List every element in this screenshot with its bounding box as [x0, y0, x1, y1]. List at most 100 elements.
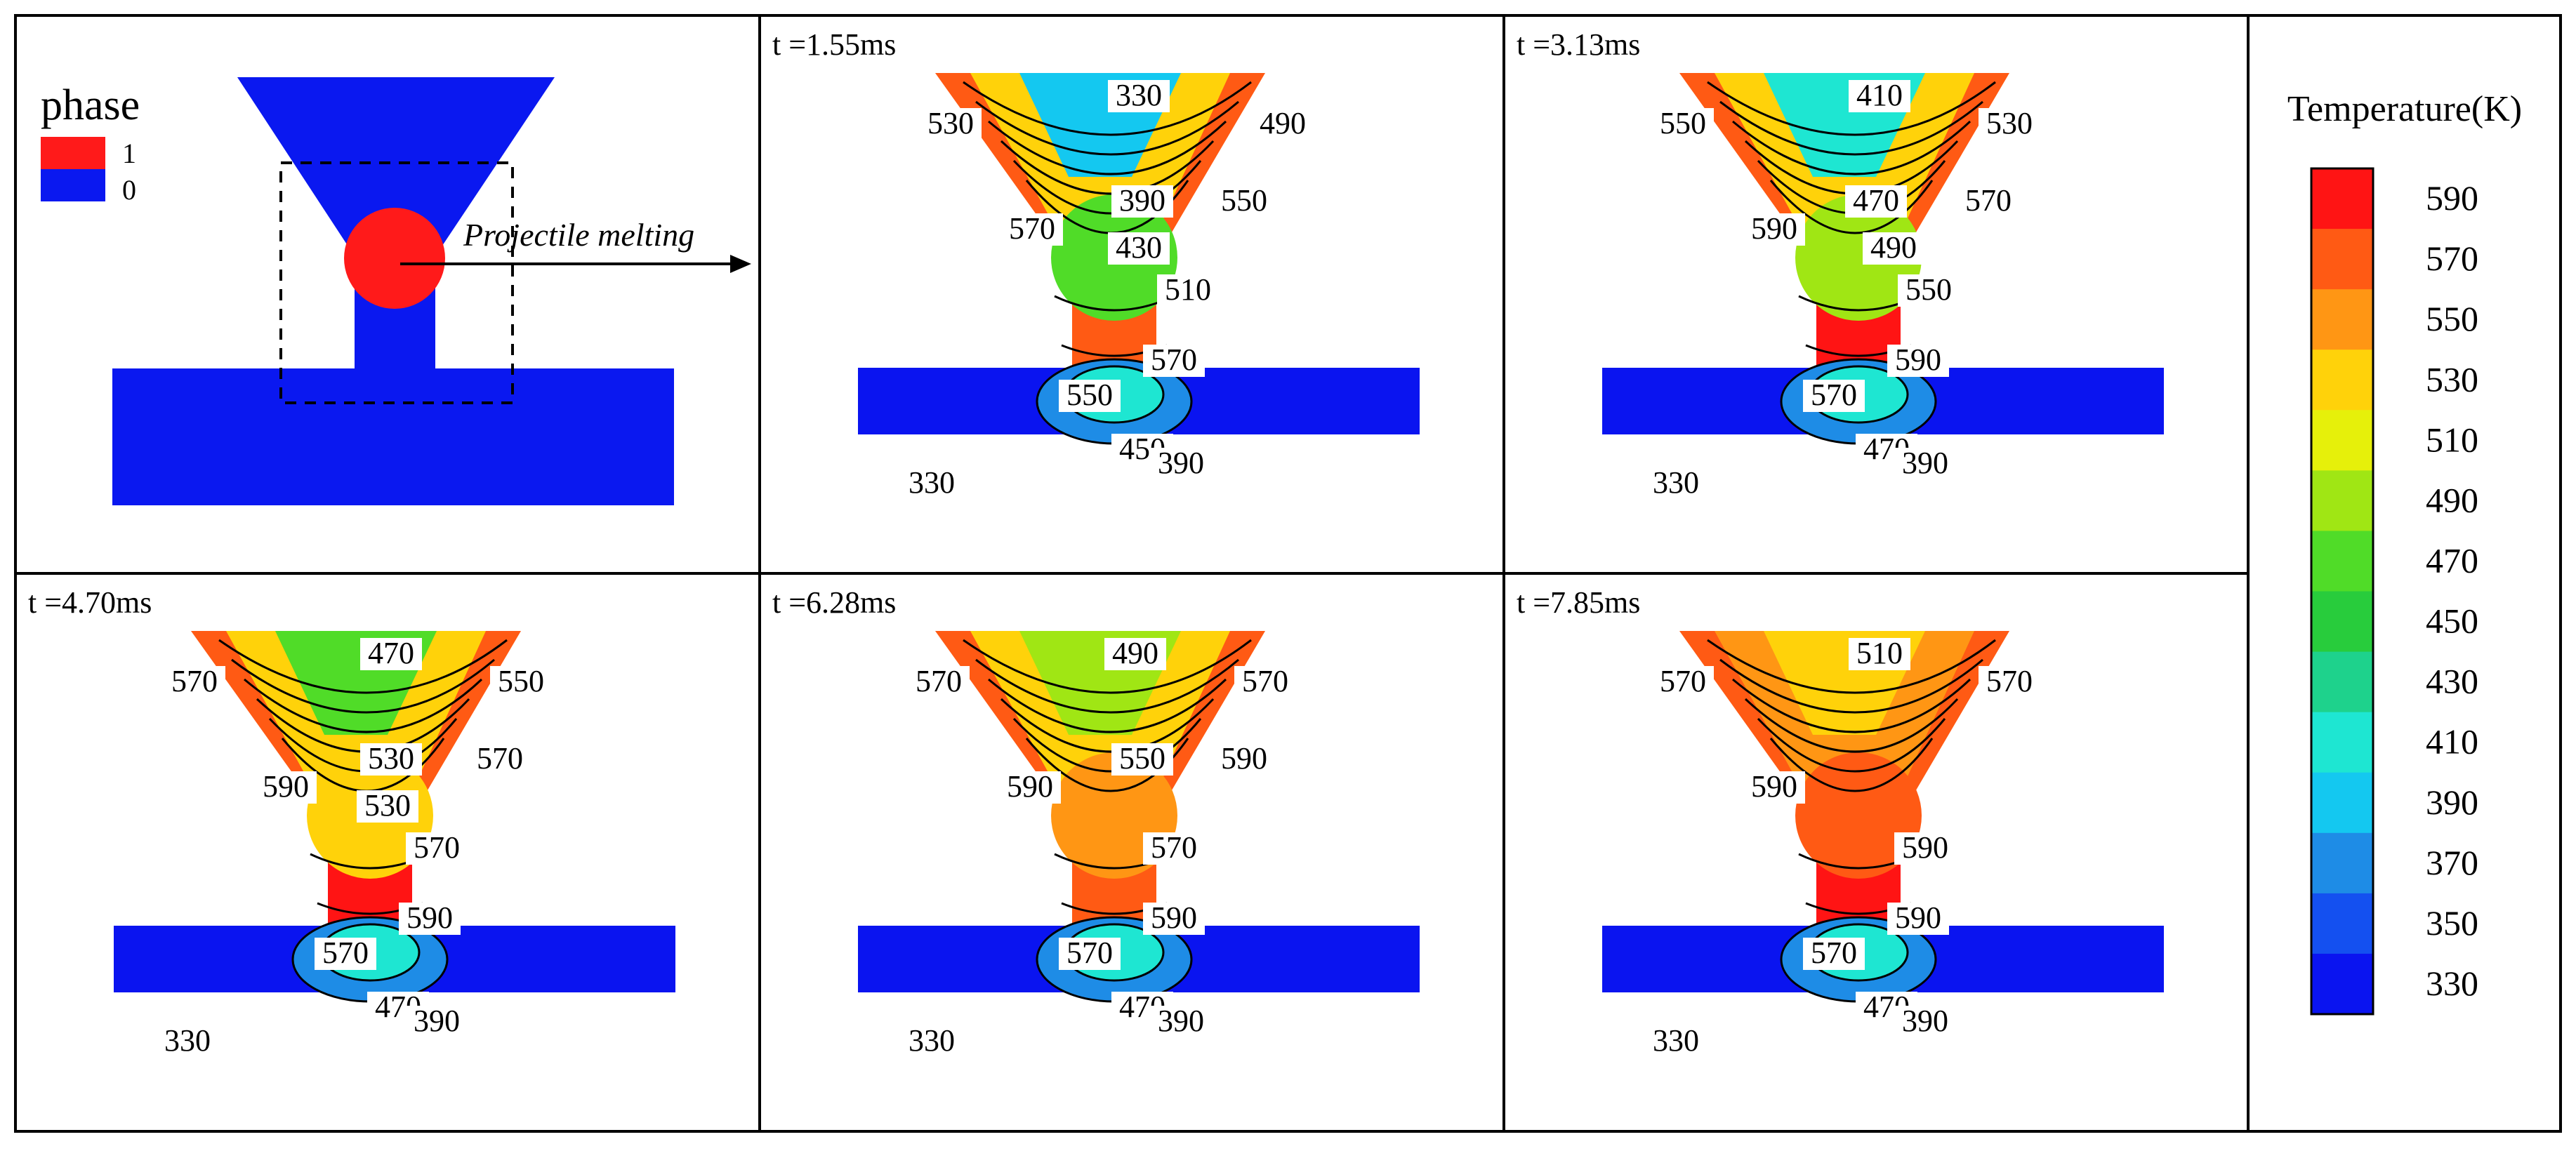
contour-label-bg	[469, 743, 531, 776]
colorbar-segment	[2311, 591, 2373, 653]
contour-label-bg	[999, 771, 1061, 804]
contour-label-text: 530	[364, 788, 411, 823]
contour-value-label: 490	[1863, 230, 1924, 265]
contour-label-text: 590	[407, 900, 453, 935]
contour-line	[963, 639, 1252, 694]
contour-label-text: 590	[1221, 741, 1267, 776]
contour-line	[218, 639, 508, 694]
contour-line	[975, 100, 1239, 156]
frame-colorbar	[2247, 14, 2562, 1133]
contour-line	[1769, 180, 1934, 234]
phase-legend-swatch-0	[41, 169, 105, 201]
contour-value-label: 590	[1743, 769, 1805, 804]
colorbar-segment	[2311, 229, 2373, 291]
contour-label-bg	[1652, 108, 1714, 140]
contour-value-label: 430	[1108, 230, 1170, 265]
contour-label-text: 490	[1112, 636, 1158, 670]
contour-label-bg	[1150, 448, 1212, 480]
contour-label-bg	[1001, 213, 1063, 246]
contour-label-bg	[1743, 771, 1805, 804]
contour-label-bg	[255, 771, 317, 804]
contour-label-bg	[1111, 185, 1173, 218]
contour-label-bg	[920, 108, 982, 140]
contour-label-text: 590	[1895, 342, 1941, 377]
contour-value-label: 490	[1104, 636, 1166, 670]
contour-label-text: 390	[1119, 183, 1165, 218]
colorbar-tick-label: 550	[2426, 299, 2478, 338]
contour-value-label: 590	[999, 769, 1061, 804]
colorbar-tick-label: 470	[2426, 540, 2478, 580]
time-label: t =6.28ms	[772, 585, 896, 620]
contour-label-text: 550	[1660, 106, 1706, 140]
contour-value-label: 330	[901, 465, 963, 500]
contour-line	[1707, 639, 1996, 694]
contour-label-text: 570	[1242, 664, 1288, 698]
contour-line	[963, 81, 1252, 136]
contour-value-label: 570	[1979, 664, 2040, 698]
contour-value-label: 570	[1957, 183, 2019, 218]
time-label: t =3.13ms	[1517, 27, 1640, 62]
phase-target	[112, 368, 674, 505]
colorbar-tick-label: 570	[2426, 239, 2478, 278]
colorbar-tick-label: 370	[2426, 843, 2478, 882]
contour-label-bg	[1979, 666, 2040, 698]
contour-line	[1012, 717, 1202, 773]
colorbar-segment	[2311, 350, 2373, 411]
contour-value-label: 570	[315, 936, 376, 970]
contour-label-text: 470	[1853, 183, 1899, 218]
contour-label-bg	[1213, 185, 1275, 218]
contour-label-text: 390	[414, 1004, 460, 1038]
contour-label-text: 590	[1751, 769, 1797, 804]
contour-label-bg	[1234, 666, 1296, 698]
contour-label-bg	[406, 832, 468, 865]
colorbar-segment	[2311, 531, 2373, 592]
contour-label-text: 550	[1221, 183, 1267, 218]
contour-line	[1719, 658, 1983, 714]
colorbar-tick-label: 390	[2426, 783, 2478, 822]
contour-label-text: 570	[1811, 936, 1857, 970]
contour-line	[1732, 120, 1971, 175]
colorbar-tick-label: 510	[2426, 420, 2478, 459]
contour-label-text: 330	[909, 465, 955, 500]
contour-line	[988, 120, 1227, 175]
contour-value-label: 390	[406, 1004, 468, 1038]
contour-value-label: 550	[1059, 378, 1121, 412]
contour-value-label: 590	[1143, 900, 1205, 935]
contour-label-text: 410	[1856, 78, 1903, 112]
contour-label-bg	[1743, 213, 1805, 246]
contour-value-label: 390	[1894, 446, 1956, 480]
contour-label-text: 570	[1660, 664, 1706, 698]
contour-label-text: 570	[171, 664, 218, 698]
contour-line	[975, 658, 1239, 714]
contour-value-label: 570	[1001, 211, 1063, 246]
contour-value-label: 570	[1143, 342, 1205, 377]
contour-value-label: 550	[1652, 106, 1714, 140]
contour-label-bg	[1803, 380, 1865, 412]
contour-label-text: 570	[1986, 664, 2033, 698]
contour-label-bg	[1803, 938, 1865, 970]
contour-label-bg	[1059, 380, 1121, 412]
contour-value-label: 330	[157, 1023, 218, 1058]
contour-label-bg	[1863, 232, 1924, 265]
phase-panel: phase 1 0 Projectile melting	[41, 77, 751, 505]
contour-label-bg	[1957, 185, 2019, 218]
contour-label-text: 590	[1007, 769, 1053, 804]
time-label: t =4.70ms	[28, 585, 152, 620]
contour-value-label: 570	[908, 664, 970, 698]
contour-label-bg	[1887, 345, 1949, 377]
contour-label-text: 390	[1158, 446, 1204, 480]
contour-value-label: 530	[1979, 106, 2040, 140]
contour-label-bg	[1898, 274, 1960, 307]
contour-value-label: 550	[1213, 183, 1275, 218]
contour-line	[1012, 159, 1202, 215]
contour-label-bg	[1150, 1006, 1212, 1038]
contour-label-bg	[1111, 743, 1173, 776]
contour-label-text: 570	[1009, 211, 1055, 246]
contour-value-label: 510	[1157, 272, 1219, 307]
contour-label-bg	[1143, 345, 1205, 377]
colorbar-tick-label: 590	[2426, 178, 2478, 218]
contour-label-bg	[1108, 80, 1170, 112]
